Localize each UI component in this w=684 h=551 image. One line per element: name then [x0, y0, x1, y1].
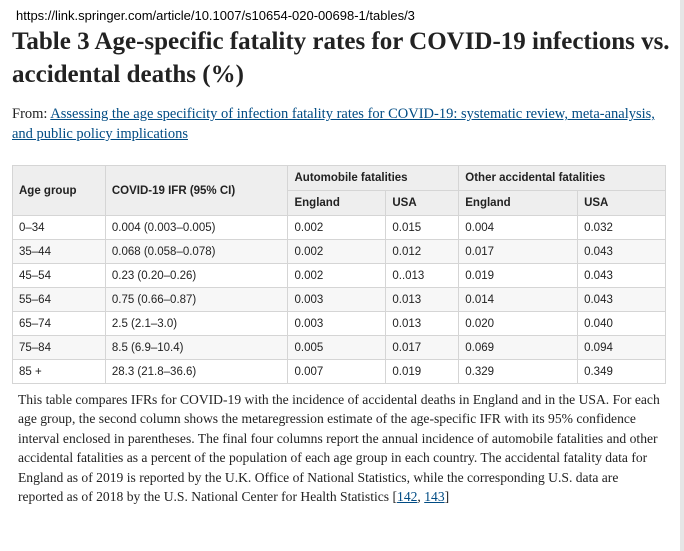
header-other-usa: USA — [577, 190, 666, 216]
page-url: https://link.springer.com/article/10.100… — [16, 8, 415, 23]
cell-age-group: 0–34 — [12, 215, 106, 240]
cell-age-group: 75–84 — [12, 335, 106, 360]
ref-bracket-open: [ — [392, 489, 398, 505]
cell-other-usa: 0.040 — [577, 311, 666, 336]
ref-bracket-close: ] — [444, 489, 450, 505]
reference-link-143[interactable]: 143 — [424, 489, 445, 505]
cell-other-england: 0.020 — [458, 311, 579, 336]
ref-separator: , — [417, 489, 425, 505]
header-age-group: Age group — [12, 165, 106, 216]
cell-auto-usa: 0.019 — [385, 359, 460, 384]
cell-other-usa: 0.094 — [577, 335, 666, 360]
cell-covid-ifr: 28.3 (21.8–36.6) — [104, 359, 289, 384]
cell-auto-england: 0.002 — [287, 215, 387, 240]
cell-auto-england: 0.005 — [287, 335, 387, 360]
cell-other-england: 0.017 — [458, 239, 579, 264]
cell-age-group: 85 + — [12, 359, 106, 384]
table-subheader-row: England USA England USA — [13, 190, 666, 216]
reference-link-142[interactable]: 142 — [397, 489, 418, 505]
cell-auto-england: 0.002 — [287, 263, 387, 288]
cell-age-group: 45–54 — [12, 263, 106, 288]
cell-auto-usa: 0.017 — [385, 335, 460, 360]
header-covid-ifr: COVID-19 IFR (95% CI) — [104, 165, 289, 216]
article-link[interactable]: Assessing the age specificity of infecti… — [12, 106, 655, 142]
from-prefix: From: — [12, 106, 51, 122]
cell-other-england: 0.329 — [458, 359, 579, 384]
cell-auto-usa: 0.012 — [385, 239, 460, 264]
cell-other-usa: 0.043 — [577, 287, 666, 312]
cell-covid-ifr: 0.23 (0.20–0.26) — [104, 263, 289, 288]
source-citation: From: Assessing the age specificity of i… — [12, 104, 672, 144]
table-row: 0–34 0.004 (0.003–0.005) 0.002 0.015 0.0… — [12, 215, 666, 240]
cell-covid-ifr: 8.5 (6.9–10.4) — [104, 335, 289, 360]
header-other-england: England — [458, 190, 579, 216]
header-auto-england: England — [287, 190, 387, 216]
cell-auto-usa: 0.013 — [385, 311, 460, 336]
cell-covid-ifr: 0.75 (0.66–0.87) — [104, 287, 289, 312]
cell-other-england: 0.014 — [458, 287, 579, 312]
cell-auto-usa: 0..013 — [385, 263, 460, 288]
table-row: 65–74 2.5 (2.1–3.0) 0.003 0.013 0.020 0.… — [12, 311, 666, 336]
page-scrollbar[interactable] — [680, 0, 684, 551]
cell-auto-england: 0.003 — [287, 287, 387, 312]
cell-other-england: 0.069 — [458, 335, 579, 360]
cell-covid-ifr: 0.068 (0.058–0.078) — [104, 239, 289, 264]
cell-age-group: 65–74 — [12, 311, 106, 336]
table-footnote: This table compares IFRs for COVID-19 wi… — [18, 390, 666, 506]
cell-age-group: 35–44 — [12, 239, 106, 264]
table-row: 75–84 8.5 (6.9–10.4) 0.005 0.017 0.069 0… — [12, 335, 666, 360]
cell-other-usa: 0.043 — [577, 239, 666, 264]
cell-auto-england: 0.007 — [287, 359, 387, 384]
cell-age-group: 55–64 — [12, 287, 106, 312]
cell-auto-england: 0.003 — [287, 311, 387, 336]
cell-other-usa: 0.032 — [577, 215, 666, 240]
table-title: Table 3 Age-specific fatality rates for … — [12, 28, 670, 88]
header-other-accidental-fatalities: Other accidental fatalities — [458, 165, 666, 191]
cell-covid-ifr: 0.004 (0.003–0.005) — [104, 215, 289, 240]
cell-auto-england: 0.002 — [287, 239, 387, 264]
table-row: 55–64 0.75 (0.66–0.87) 0.003 0.013 0.014… — [12, 287, 666, 312]
header-auto-usa: USA — [385, 190, 460, 216]
header-automobile-fatalities: Automobile fatalities — [287, 165, 460, 191]
footnote-text: This table compares IFRs for COVID-19 wi… — [18, 392, 660, 505]
table-row: 45–54 0.23 (0.20–0.26) 0.002 0..013 0.01… — [12, 263, 666, 288]
cell-auto-usa: 0.015 — [385, 215, 460, 240]
cell-other-usa: 0.043 — [577, 263, 666, 288]
table-row: 35–44 0.068 (0.058–0.078) 0.002 0.012 0.… — [12, 239, 666, 264]
fatality-rates-table: Age group COVID-19 IFR (95% CI) Automobi… — [12, 165, 666, 384]
cell-other-usa: 0.349 — [577, 359, 666, 384]
cell-auto-usa: 0.013 — [385, 287, 460, 312]
table-header-row: Age group COVID-19 IFR (95% CI) Automobi… — [12, 165, 666, 216]
cell-covid-ifr: 2.5 (2.1–3.0) — [104, 311, 289, 336]
table-row: 85 + 28.3 (21.8–36.6) 0.007 0.019 0.329 … — [12, 359, 666, 384]
cell-other-england: 0.019 — [458, 263, 579, 288]
cell-other-england: 0.004 — [458, 215, 579, 240]
